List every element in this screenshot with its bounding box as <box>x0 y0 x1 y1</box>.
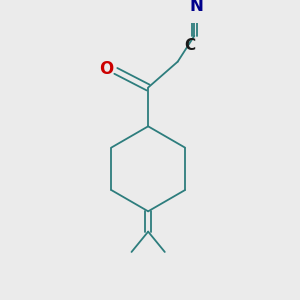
Text: C: C <box>184 38 195 52</box>
Text: N: N <box>189 0 203 15</box>
Text: O: O <box>100 60 114 78</box>
